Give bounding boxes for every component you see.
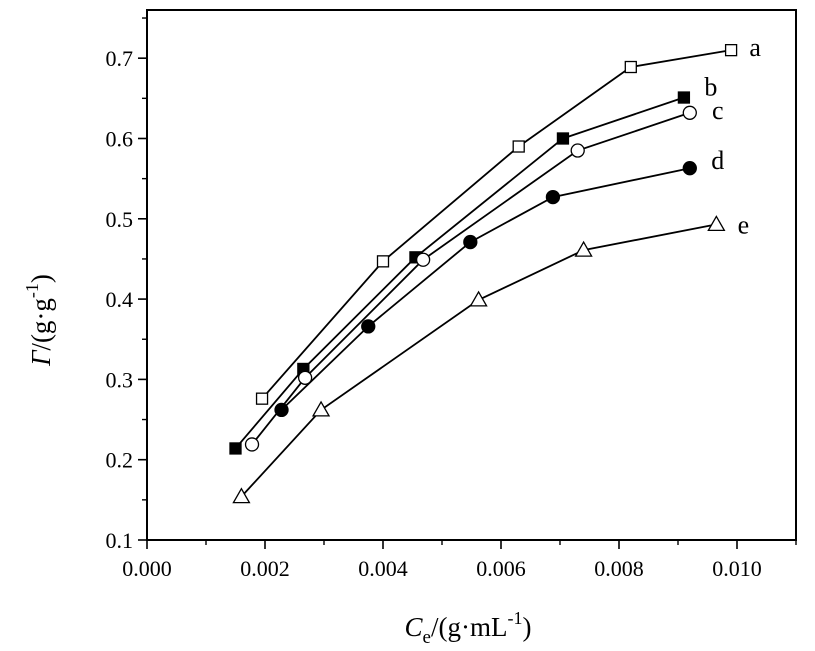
series-label: c: [712, 96, 724, 125]
x-tick-label: 0.004: [358, 556, 408, 581]
series-layer: a bcd e: [229, 33, 761, 504]
data-point: [274, 402, 289, 418]
y-axis-unit: /(g·g: [26, 298, 56, 350]
series-label: b: [704, 73, 717, 102]
data-point: [232, 487, 251, 504]
y-tick-label: 0.7: [106, 46, 134, 71]
series-e: e: [232, 210, 750, 504]
x-axis-title: Ce/(g·mL-1): [405, 608, 532, 648]
series-line: [280, 167, 690, 411]
y-tick-label: 0.3: [106, 367, 134, 392]
x-tick-label: 0.010: [712, 556, 762, 581]
series-c: c: [244, 96, 724, 452]
data-point: [415, 252, 431, 267]
series-line: [251, 111, 691, 446]
data-point: [570, 143, 585, 158]
data-point: [574, 240, 593, 257]
data-point: [469, 290, 488, 307]
x-tick-label: 0.002: [240, 556, 290, 581]
y-tick-label: 0.6: [106, 126, 134, 151]
series-label: e: [738, 210, 750, 239]
data-point: [376, 255, 390, 268]
y-axis-unit-close: ): [26, 274, 56, 283]
data-point: [361, 319, 376, 334]
y-tick-label: 0.4: [106, 287, 134, 312]
data-point: [229, 442, 242, 455]
axes: 0.000 0.002 0.004 0.006 0.008 0.010 0.1 0.2 0.3 0…: [106, 9, 797, 581]
data-point: [512, 140, 525, 153]
data-point: [244, 437, 260, 452]
data-point: [545, 189, 561, 205]
series-label: a: [749, 33, 761, 62]
data-point: [682, 105, 697, 120]
x-tick-label: 0.006: [476, 556, 526, 581]
series-d: d: [274, 146, 724, 418]
x-axis-symbol: C: [405, 612, 424, 642]
data-point: [682, 161, 697, 176]
x-axis-unit-exponent: -1: [507, 608, 522, 628]
x-axis-unit-close: ): [522, 612, 531, 642]
data-point: [677, 91, 691, 104]
y-axis-symbol: Γ: [26, 349, 56, 367]
x-tick-label: 0.008: [594, 556, 644, 581]
y-tick-label: 0.1: [106, 528, 134, 553]
data-point: [556, 132, 570, 145]
y-tick-label: 0.5: [106, 207, 134, 232]
data-point: [311, 400, 331, 417]
series-label: d: [711, 146, 724, 175]
data-point: [724, 44, 738, 57]
x-axis-unit: /(g·mL: [431, 612, 507, 642]
x-axis-subscript: e: [423, 627, 431, 648]
plot-frame: [146, 9, 797, 541]
series-a: a: [255, 33, 761, 405]
data-point: [707, 215, 726, 232]
y-axis-unit-exponent: -1: [22, 283, 42, 298]
series-line: [261, 49, 732, 400]
y-axis-title: Γ/(g·g-1): [22, 274, 56, 367]
series-b: b: [229, 73, 717, 455]
data-point: [297, 370, 313, 385]
y-tick-label: 0.2: [106, 448, 134, 473]
series-line: [234, 96, 685, 450]
data-point: [255, 392, 269, 405]
x-tick-label: 0.000: [122, 556, 172, 581]
data-point: [463, 234, 478, 250]
data-point: [624, 60, 637, 74]
